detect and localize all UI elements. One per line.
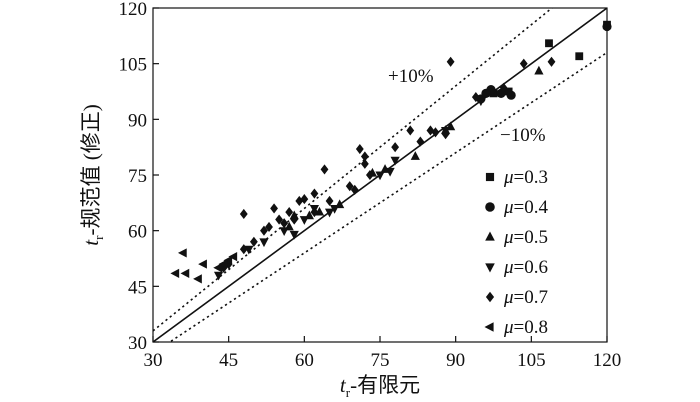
data-point-diamond [300,194,309,205]
legend-label: μ=0.7 [503,287,548,308]
data-point-circle [506,90,516,100]
data-point-triangle-left [193,274,202,284]
y-tick-label: 45 [128,277,147,298]
data-point-diamond [239,208,248,220]
legend-marker-square [485,172,495,182]
data-point-diamond [366,169,374,181]
data-point-triangle-down [299,216,309,225]
data-point-triangle-left [223,255,233,265]
data-point-diamond [441,129,450,140]
x-tick-label: 75 [371,350,390,371]
data-point-diamond [285,207,294,218]
legend-marker-triangle-left [484,322,494,332]
data-point-triangle-left [213,263,223,273]
legend-marker-circle [485,202,495,212]
data-point-diamond [499,82,508,93]
data-point-triangle-down [289,230,299,240]
data-point-diamond [325,195,334,207]
data-point-triangle-down [324,208,335,218]
data-point-triangle-up [534,65,544,75]
data-point-triangle-left [170,268,180,278]
data-point-diamond [280,218,289,229]
data-point-triangle-up [410,151,420,160]
legend-marker-diamond [485,291,495,303]
data-point-triangle-down [385,167,395,177]
data-point-triangle-down [330,204,340,214]
data-point-diamond [426,125,435,136]
legend-label: μ=0.3 [503,167,548,188]
plus-ten-percent-line [153,8,554,332]
data-markers [170,20,612,284]
data-point-diamond [310,207,319,218]
annotation-minus-ten: −10% [500,125,546,146]
data-point-diamond [391,142,400,153]
data-point-triangle-left [228,252,238,262]
data-point-diamond [249,236,258,247]
data-point-diamond [360,151,369,162]
data-point-triangle-down [476,97,486,107]
y-tick-label: 60 [128,222,147,243]
legend-marker-triangle-up [485,231,495,241]
data-point-diamond [519,58,528,69]
data-point-triangle-left [177,248,187,258]
data-point-triangle-down [375,171,385,181]
data-point-diamond [446,56,455,67]
data-point-diamond [265,221,273,233]
data-point-diamond [350,184,359,195]
data-point-circle [481,88,491,98]
data-point-triangle-down [259,238,269,248]
data-point-diamond [239,244,248,255]
data-point-diamond [547,56,556,67]
annotation-plus-ten: +10% [388,66,434,87]
legend-label: μ=0.8 [503,317,548,338]
legend: μ=0.3 μ=0.4 μ=0.5 μ=0.6 μ=0.7 μ=0.8 [484,167,549,338]
y-tick-label: 120 [119,0,148,20]
legend-label: μ=0.5 [503,227,548,248]
data-point-triangle-down [213,271,224,281]
data-point-diamond [431,127,440,138]
data-point-diamond [406,125,415,136]
data-point-diamond [295,195,304,207]
legend-label: μ=0.4 [503,197,549,218]
x-tick-label: 45 [219,350,238,371]
x-axis: 30 45 60 75 90 105 120 [144,336,622,371]
data-point-diamond [355,143,364,155]
y-tick-label: 30 [128,333,147,354]
data-point-diamond [290,214,299,225]
data-point-square [575,52,584,61]
data-point-diamond [270,203,278,214]
x-axis-title: tr-有限元 [340,373,420,400]
x-tick-label: 105 [517,350,546,371]
x-tick-label: 120 [593,350,622,371]
data-point-diamond [360,158,369,169]
y-axis: 30 45 60 75 90 105 120 [119,0,159,354]
data-point-triangle-down [390,156,400,166]
data-point-diamond [260,225,268,236]
minus-ten-percent-line [168,51,607,342]
data-point-square [545,39,553,48]
x-tick-label: 60 [295,350,314,371]
x-tick-label: 30 [144,350,163,371]
legend-marker-triangle-down [485,263,495,273]
legend-label: μ=0.6 [503,257,548,278]
y-tick-label: 75 [128,166,147,187]
data-point-diamond [320,164,329,175]
data-point-diamond [471,92,480,103]
data-point-triangle-down [279,227,289,236]
y-tick-label: 90 [128,110,147,131]
data-point-triangle-left [180,268,190,278]
x-tick-label: 90 [446,350,465,371]
y-axis-title: tr-规范值 (修正) [79,104,106,245]
y-tick-label: 105 [119,55,148,76]
data-point-triangle-left [198,259,207,269]
data-point-diamond [310,188,319,199]
data-point-triangle-left [218,259,228,269]
data-point-diamond [275,214,284,225]
data-point-diamond [416,136,425,147]
data-point-diamond [345,181,354,192]
